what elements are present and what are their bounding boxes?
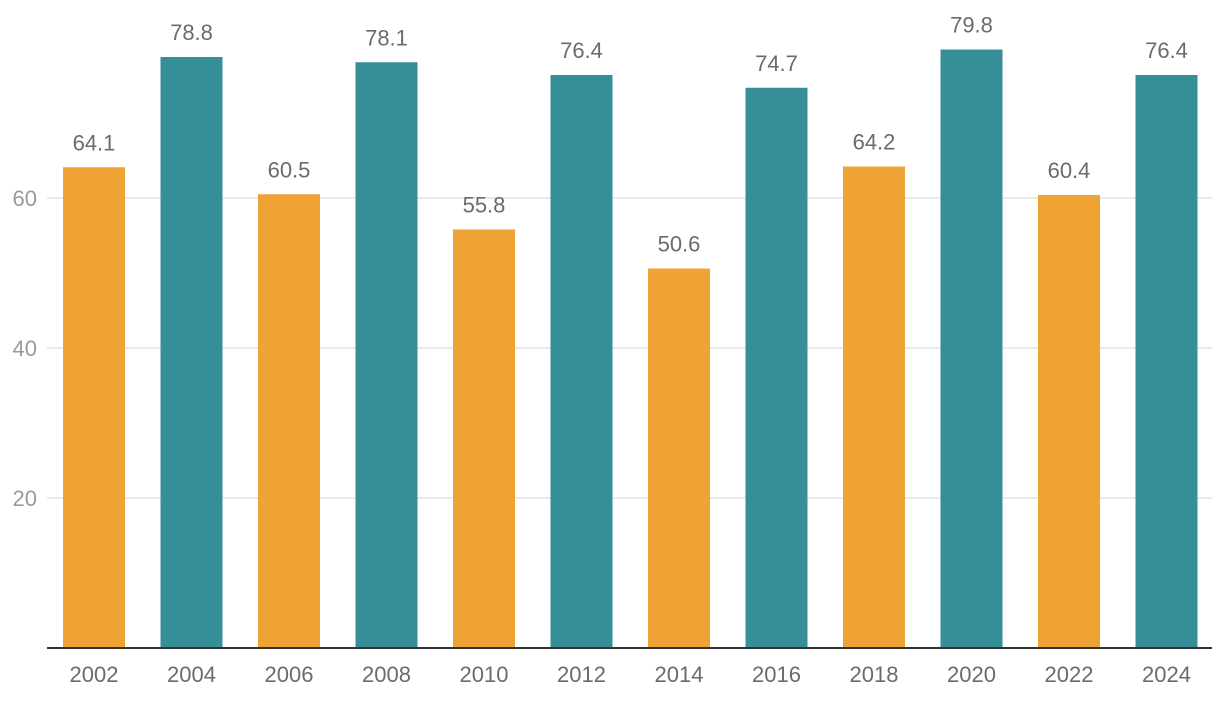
bar xyxy=(63,167,125,648)
y-tick-label: 60 xyxy=(13,186,37,211)
data-label: 60.5 xyxy=(268,157,311,182)
data-label: 50.6 xyxy=(658,232,701,257)
x-tick-label: 2014 xyxy=(655,662,704,687)
data-label: 78.1 xyxy=(365,25,408,50)
x-tick-label: 2020 xyxy=(947,662,996,687)
bar xyxy=(648,268,710,648)
data-label: 76.4 xyxy=(560,38,603,63)
data-labels: 64.1 78.8 60.5 78.1 55.8 76.4 50.6 74.7 64.2 79.8… xyxy=(73,13,1188,257)
y-axis-ticks: 20 40 60 xyxy=(13,186,37,511)
x-tick-label: 2006 xyxy=(265,662,314,687)
data-label: 76.4 xyxy=(1145,38,1188,63)
data-label: 79.8 xyxy=(950,13,993,38)
bar xyxy=(843,166,905,648)
x-axis-ticks: 2002 2004 2006 2008 2010 2012 2014 2016 2018 2020… xyxy=(70,662,1191,687)
x-tick-label: 2022 xyxy=(1045,662,1094,687)
bar xyxy=(940,49,1003,648)
bar xyxy=(355,62,418,648)
data-label: 64.1 xyxy=(73,130,116,155)
bar xyxy=(453,229,515,648)
bar xyxy=(745,87,808,648)
bar xyxy=(258,194,320,648)
bar xyxy=(550,75,613,648)
data-label: 74.7 xyxy=(755,51,798,76)
data-label: 60.4 xyxy=(1048,158,1091,183)
data-label: 64.2 xyxy=(853,130,896,155)
x-tick-label: 2010 xyxy=(460,662,509,687)
x-tick-label: 2002 xyxy=(70,662,119,687)
data-label: 55.8 xyxy=(463,193,506,218)
y-tick-label: 20 xyxy=(13,486,37,511)
x-tick-label: 2012 xyxy=(557,662,606,687)
gridlines xyxy=(47,197,1212,499)
y-tick-label: 40 xyxy=(13,336,37,361)
bars xyxy=(63,49,1198,648)
x-tick-label: 2024 xyxy=(1142,662,1191,687)
x-tick-label: 2018 xyxy=(850,662,899,687)
bar xyxy=(1038,195,1100,648)
bar xyxy=(160,57,223,648)
data-label: 78.8 xyxy=(170,20,213,45)
x-tick-label: 2008 xyxy=(362,662,411,687)
x-tick-label: 2004 xyxy=(167,662,216,687)
bar xyxy=(1135,75,1198,648)
x-tick-label: 2016 xyxy=(752,662,801,687)
